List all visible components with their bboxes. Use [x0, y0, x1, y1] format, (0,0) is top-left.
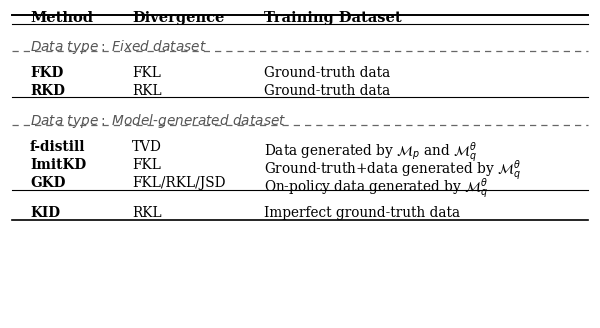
Text: $\it{Data\ type:\ Model\text{-}generated\ dataset}$: $\it{Data\ type:\ Model\text{-}generated…: [30, 112, 286, 130]
Text: Imperfect ground-truth data: Imperfect ground-truth data: [264, 206, 460, 220]
Text: RKL: RKL: [132, 206, 161, 220]
Text: RKL: RKL: [132, 84, 161, 98]
Text: Ground-truth+data generated by $\mathcal{M}_q^{\theta}$: Ground-truth+data generated by $\mathcal…: [264, 158, 521, 182]
Text: GKD: GKD: [30, 176, 65, 191]
Text: f-distill: f-distill: [30, 140, 86, 154]
Text: $\it{Data\ type:\ Fixed\ dataset}$: $\it{Data\ type:\ Fixed\ dataset}$: [30, 38, 207, 56]
Text: RKD: RKD: [30, 84, 65, 98]
Text: ImitKD: ImitKD: [30, 158, 86, 173]
Text: On-policy data generated by $\mathcal{M}_q^{\theta}$: On-policy data generated by $\mathcal{M}…: [264, 176, 488, 200]
Text: TVD: TVD: [132, 140, 162, 154]
Text: Data generated by $\mathcal{M}_p$ and $\mathcal{M}_q^{\theta}$: Data generated by $\mathcal{M}_p$ and $\…: [264, 140, 477, 164]
Text: KID: KID: [30, 206, 60, 220]
Text: FKD: FKD: [30, 66, 64, 80]
Text: Divergence: Divergence: [132, 11, 224, 26]
Text: Ground-truth data: Ground-truth data: [264, 84, 390, 98]
Text: FKL: FKL: [132, 66, 161, 80]
Text: Ground-truth data: Ground-truth data: [264, 66, 390, 80]
Text: Training Dataset: Training Dataset: [264, 11, 401, 26]
Text: Method: Method: [30, 11, 93, 26]
Text: FKL/RKL/JSD: FKL/RKL/JSD: [132, 176, 226, 191]
Text: FKL: FKL: [132, 158, 161, 173]
